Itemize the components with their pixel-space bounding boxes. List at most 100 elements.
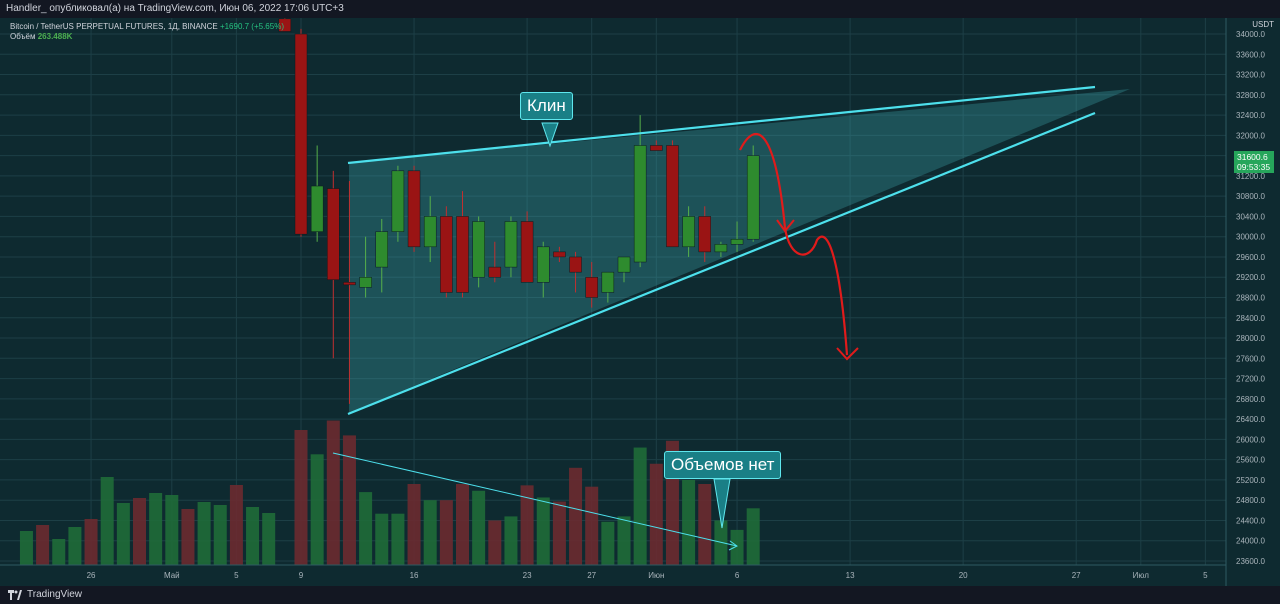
candle-body	[278, 18, 292, 32]
volume-bar	[472, 490, 486, 565]
volume-bar	[488, 520, 502, 565]
volume-bar	[181, 509, 195, 565]
price-tick-label: 29200.0	[1236, 273, 1265, 282]
time-tick-label: 16	[410, 571, 419, 580]
attribution-bar: Handler_ опубликовал(а) на TradingView.c…	[0, 0, 1280, 18]
candle-body	[730, 238, 744, 245]
volume-bar	[504, 516, 518, 565]
candle-body	[488, 266, 502, 278]
time-tick-label: Июл	[1133, 571, 1150, 580]
wedge-callout: Клин	[520, 92, 573, 120]
volume-bar	[342, 435, 356, 565]
volume-bar	[682, 479, 696, 565]
price-tick-label: 25600.0	[1236, 456, 1265, 465]
candle-body	[520, 221, 534, 283]
price-tick-label: 30000.0	[1236, 233, 1265, 242]
candle-body	[666, 145, 679, 248]
candle-body	[472, 221, 485, 278]
volume-bar	[310, 454, 324, 565]
price-tick-label: 33600.0	[1236, 50, 1265, 59]
time-tick-label: 23	[523, 571, 532, 580]
no-volume-callout: Объемов нет	[664, 451, 782, 479]
volume-bar	[569, 467, 583, 565]
callout-pointers	[541, 122, 731, 529]
candle-body	[585, 276, 598, 298]
forecast-arrowhead-1	[776, 219, 795, 233]
price-tick-label: 32000.0	[1236, 131, 1265, 140]
trendlines	[332, 85, 1096, 551]
price-tick-label: 23600.0	[1236, 557, 1265, 566]
price-tick-label: 27200.0	[1236, 375, 1265, 384]
volume-bar	[52, 539, 66, 565]
candle-body	[601, 271, 615, 293]
candle-body	[746, 155, 760, 240]
price-tick-label: 26400.0	[1236, 415, 1265, 424]
time-tick-label: 5	[234, 571, 239, 580]
time-tick-label: 6	[735, 571, 740, 580]
time-tick-label: 26	[87, 571, 96, 580]
volume-bar	[633, 447, 647, 565]
price-tick-label: 26000.0	[1236, 435, 1265, 444]
candle-body	[714, 244, 728, 253]
volume-bar	[746, 508, 760, 565]
volume-bar	[36, 525, 50, 565]
price-tick-label: 29600.0	[1236, 253, 1265, 262]
volume-bar	[439, 500, 453, 565]
price-axis[interactable]: 34000.0 33600.0 33200.0 32800.0 32400.0 32000…	[1225, 18, 1265, 586]
candle-body	[650, 145, 663, 151]
volume-bar	[165, 495, 179, 565]
price-tick-label: 26800.0	[1236, 395, 1265, 404]
price-tick-label: 33200.0	[1236, 71, 1265, 80]
legend-volume-value: 263.488K	[37, 32, 73, 41]
candle-body	[633, 145, 647, 263]
candle-body	[504, 221, 518, 268]
volume-bar	[213, 505, 227, 565]
price-tick-label: 28000.0	[1236, 334, 1265, 343]
legend-symbol: Bitcoin / TetherUS PERPETUAL FUTURES, 1Д…	[10, 22, 218, 31]
volume-bar	[730, 529, 744, 565]
candle-body	[617, 256, 631, 273]
price-tick-label: 31200.0	[1236, 172, 1265, 181]
volume-bar	[536, 497, 550, 565]
volume-bar	[197, 502, 211, 565]
candle-body	[294, 33, 308, 235]
candle-body	[698, 216, 711, 253]
legend-volume-row: Объём 263.488K	[10, 32, 72, 41]
wedge-upper-line	[347, 85, 1096, 165]
price-tick-label: 32800.0	[1236, 91, 1265, 100]
price-tick-label: 27600.0	[1236, 354, 1265, 363]
time-axis[interactable]: 26 Май 5 9 16 23 27 Июн 6 13 20 27 Июл 5	[0, 564, 1226, 580]
volume-trendline-arrowhead	[728, 540, 738, 551]
price-tick-label: 34000.0	[1236, 30, 1265, 39]
volume-bar	[698, 484, 712, 565]
no-volume-callout-pointer	[713, 478, 731, 529]
volume-bar	[585, 486, 599, 565]
candle-body	[343, 282, 356, 286]
time-tick-label: Май	[164, 571, 180, 580]
candle-body	[407, 170, 421, 248]
price-tick-label: 24400.0	[1236, 516, 1265, 525]
candlestick-chart[interactable]: 34000.0 33600.0 33200.0 32800.0 32400.0 32000…	[0, 18, 1280, 586]
volume-bar	[375, 513, 389, 565]
price-tick-label: 28800.0	[1236, 294, 1265, 303]
volume-bar	[456, 484, 469, 565]
volume-bar	[552, 501, 566, 565]
wedge-callout-pointer	[541, 122, 559, 148]
candle-body	[310, 185, 324, 232]
volume-bar	[246, 507, 260, 565]
forecast-arrowhead-2	[836, 347, 859, 361]
volume-bar	[116, 503, 130, 565]
volume-bar	[617, 516, 631, 565]
price-tick-label: 28400.0	[1236, 314, 1265, 323]
price-tick-label: 24000.0	[1236, 537, 1265, 546]
axis-currency: USDT	[1252, 20, 1274, 29]
candle-body	[423, 216, 437, 248]
forecast-arrow	[739, 132, 859, 361]
volume-bar	[68, 527, 82, 565]
attribution-text: Handler_ опубликовал(а) на TradingView.c…	[6, 3, 344, 14]
legend-volume-label: Объём	[10, 32, 36, 41]
countdown-label: 09:53:35	[1234, 161, 1274, 173]
volume-bar	[100, 477, 114, 565]
footer-brand: TradingView	[27, 589, 83, 600]
volume-bar	[133, 498, 146, 565]
